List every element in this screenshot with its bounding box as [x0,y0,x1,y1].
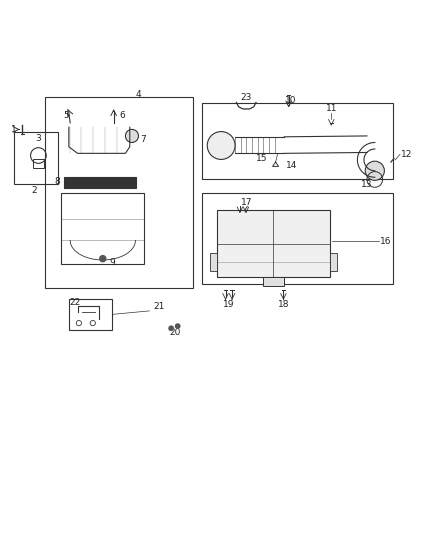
Bar [64,177,136,188]
Text: 7: 7 [140,135,146,144]
Text: 20: 20 [170,328,181,337]
Circle shape [100,256,106,262]
Text: 6: 6 [120,110,125,119]
Bar [210,254,217,271]
Text: 19: 19 [223,300,234,309]
Text: 18: 18 [278,300,289,309]
Text: 10: 10 [285,96,297,105]
Text: 5: 5 [63,111,69,120]
Text: 22: 22 [69,298,80,306]
Text: 1: 1 [11,125,17,134]
Text: 2: 2 [31,186,37,195]
Bar [33,159,44,168]
Text: 21: 21 [153,302,165,311]
Text: 14: 14 [286,160,298,169]
Text: 17: 17 [241,198,253,207]
Circle shape [365,161,385,180]
Circle shape [125,130,138,142]
Text: 9: 9 [110,257,115,266]
Text: 13: 13 [361,180,373,189]
Text: 15: 15 [256,154,268,163]
Bar [262,277,284,286]
Circle shape [176,324,180,328]
Text: 4: 4 [136,90,141,99]
Bar [201,192,393,284]
Bar [217,210,330,277]
Text: 12: 12 [400,150,412,159]
Bar [330,254,336,271]
Text: 8: 8 [54,177,60,186]
Bar [45,97,193,288]
Bar [14,132,58,184]
Text: 16: 16 [379,237,391,246]
Bar [201,103,393,180]
Text: 11: 11 [326,104,338,114]
Text: 3: 3 [35,134,41,143]
Text: 23: 23 [240,93,252,102]
Circle shape [169,326,173,330]
Bar [69,299,113,329]
Circle shape [207,132,235,159]
Bar [61,192,144,264]
